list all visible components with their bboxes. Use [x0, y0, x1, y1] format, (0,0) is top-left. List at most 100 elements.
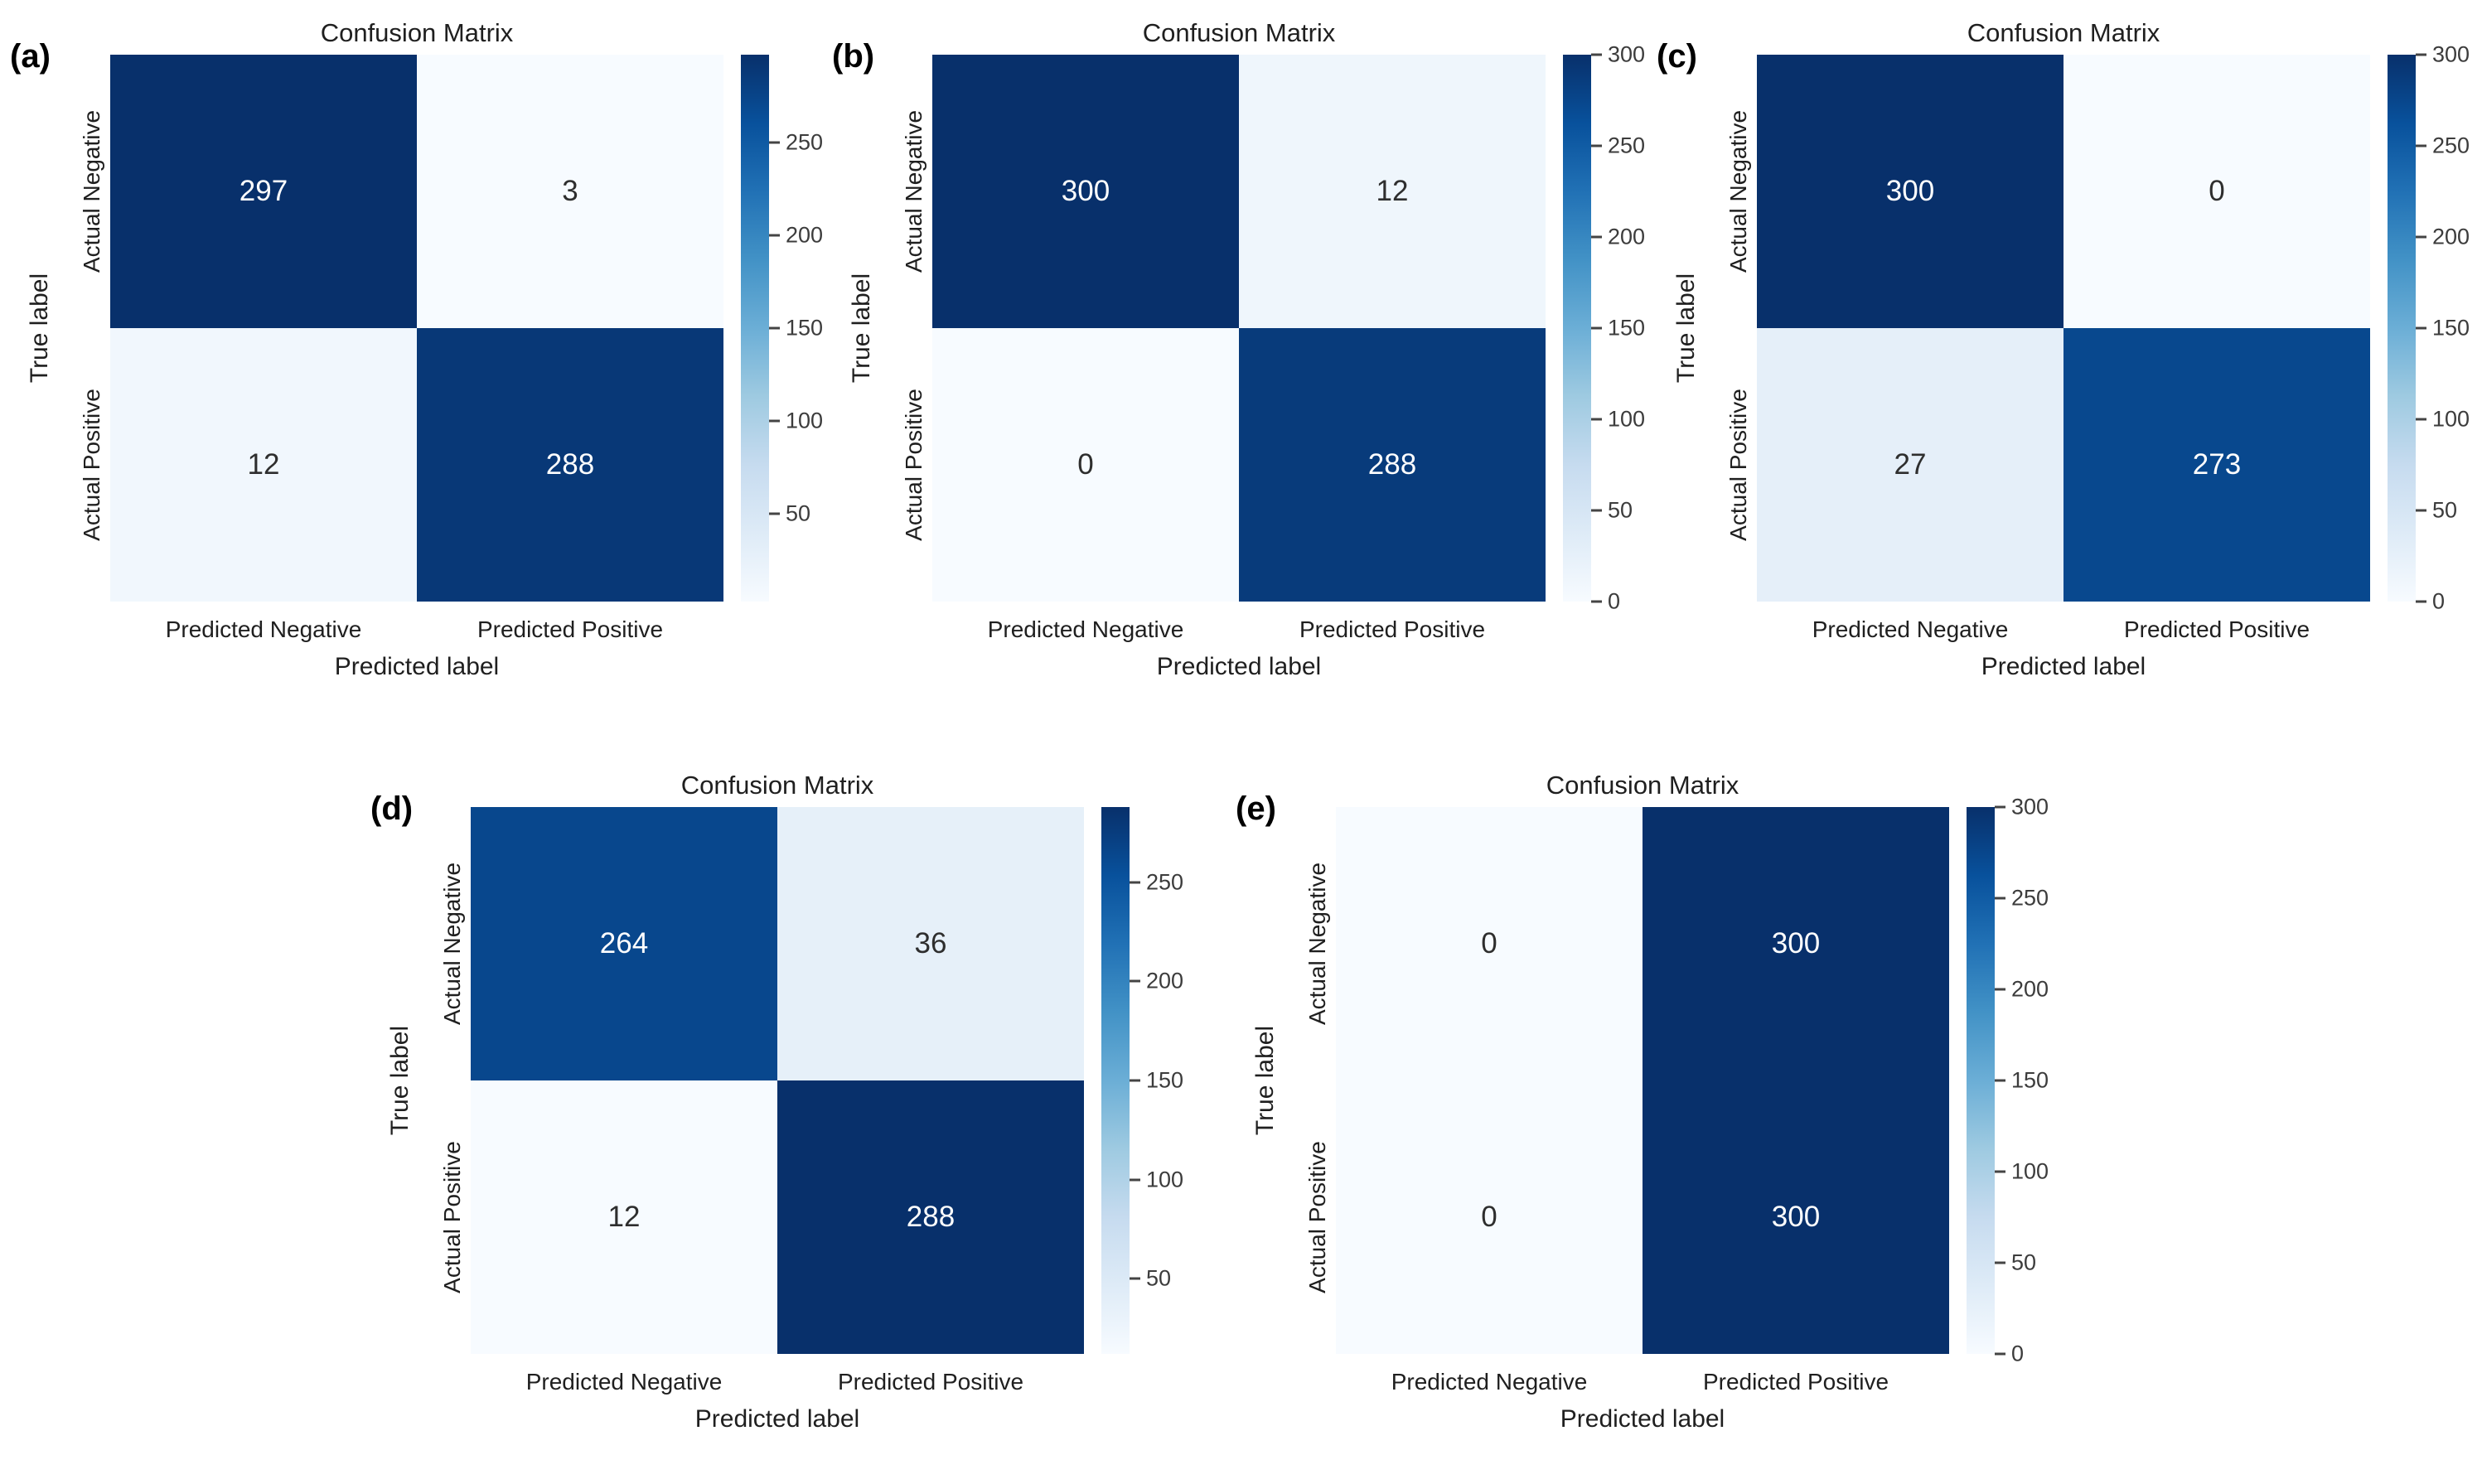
colorbar-gradient [1101, 807, 1130, 1354]
y-tick-label-actual-negative: Actual Negative [79, 109, 104, 273]
colorbar-tick: 100 [1591, 407, 1645, 433]
heatmap-cell: 0 [2063, 55, 2370, 328]
colorbar-tick-label: 300 [1608, 41, 1646, 67]
colorbar-tick: 50 [1995, 1250, 2036, 1276]
colorbar-tick-label: 250 [786, 129, 824, 154]
colorbar-tick-label: 200 [1608, 224, 1646, 249]
colorbar-tick-label: 0 [1608, 588, 1621, 614]
heatmap-cell: 12 [110, 328, 417, 602]
colorbar-tick: 250 [1995, 886, 2049, 911]
colorbar-tick: 50 [769, 501, 810, 527]
y-tick-label-actual-positive: Actual Positive [439, 1141, 465, 1293]
colorbar-tick-label: 150 [2011, 1067, 2049, 1093]
colorbar-tick: 300 [1995, 795, 2049, 820]
confusion-matrix-panel-b: (b) Confusion Matrix True label Actual N… [829, 8, 1657, 721]
colorbar-tick: 50 [1591, 498, 1633, 524]
colorbar-tick: 200 [1591, 225, 1645, 250]
colorbar-tick-label: 200 [2432, 224, 2470, 249]
x-tick-label-predicted-negative: Predicted Negative [1812, 616, 2009, 642]
heatmap-cell: 0 [1336, 1080, 1643, 1354]
colorbar-tick-mark [2416, 418, 2426, 421]
colorbar-tick-mark [769, 512, 780, 515]
x-tick-label-predicted-positive: Predicted Positive [1299, 616, 1486, 642]
colorbar-tick-label: 0 [2432, 588, 2446, 614]
colorbar-gradient [2388, 55, 2416, 602]
heatmap-cell: 300 [1643, 1080, 1949, 1354]
colorbar-tick-mark [1591, 235, 1602, 239]
colorbar-tick-label: 250 [2432, 133, 2470, 158]
y-axis-label: True label [26, 273, 53, 384]
y-axis-label: True label [848, 273, 875, 384]
colorbar-tick-label: 250 [2011, 885, 2049, 911]
colorbar-tick-mark [1995, 1079, 2005, 1082]
colorbar-tick-mark [1591, 144, 1602, 147]
colorbar-tick-mark [1995, 988, 2005, 991]
colorbar-tick-mark [2416, 509, 2426, 512]
panel-letter: (d) [370, 790, 414, 827]
x-tick-label-predicted-positive: Predicted Positive [2123, 616, 2310, 642]
colorbar-tick-mark [1130, 1178, 1140, 1182]
heatmap: 0 300 0 300 [1336, 807, 1949, 1354]
colorbar-tick-label: 200 [786, 222, 824, 248]
colorbar-tick: 150 [1995, 1068, 2049, 1094]
heatmap: 297 3 12 288 [110, 55, 723, 602]
colorbar-tick: 100 [2416, 407, 2470, 433]
panel-letter: (a) [10, 38, 51, 75]
heatmap-cell: 300 [1757, 55, 2063, 328]
y-tick-label-actual-positive: Actual Positive [1304, 1141, 1330, 1293]
colorbar-tick-label: 50 [1146, 1265, 1172, 1291]
confusion-matrix-panel-d: (d) Confusion Matrix True label Actual N… [367, 761, 1196, 1473]
y-axis-label: True label [1672, 273, 1700, 384]
x-axis-label: Predicted label [1156, 653, 1322, 680]
y-tick-label-actual-negative: Actual Negative [1304, 862, 1330, 1026]
colorbar-tick-mark [1591, 53, 1602, 56]
colorbar-tick-label: 100 [2011, 1158, 2049, 1184]
colorbar-tick-mark [769, 234, 780, 237]
heatmap-cell: 288 [1239, 328, 1546, 602]
heatmap-cell: 27 [1757, 328, 2063, 602]
heatmap-cell: 3 [417, 55, 723, 328]
heatmap: 264 36 12 288 [471, 807, 1084, 1354]
colorbar-tick-mark [1591, 509, 1602, 512]
y-tick-label-actual-negative: Actual Negative [901, 109, 927, 273]
colorbar-tick-label: 150 [2432, 315, 2470, 341]
x-axis-label: Predicted label [1560, 1405, 1725, 1433]
colorbar-tick: 0 [1591, 589, 1620, 615]
colorbar-tick-mark [2416, 144, 2426, 147]
heatmap-cell: 288 [777, 1080, 1084, 1354]
colorbar: 300 250 200 150 100 50 0 [1563, 42, 1645, 614]
colorbar-tick: 250 [769, 129, 823, 155]
colorbar-tick: 150 [2416, 316, 2470, 341]
colorbar-tick-label: 0 [2011, 1341, 2025, 1366]
colorbar-tick: 0 [2416, 589, 2445, 615]
colorbar-tick-label: 150 [1608, 315, 1646, 341]
colorbar-tick: 100 [769, 408, 823, 434]
x-tick-label-predicted-negative: Predicted Negative [987, 616, 1184, 642]
colorbar-tick-mark [1130, 1277, 1140, 1280]
heatmap-cell: 0 [1336, 807, 1643, 1080]
colorbar-tick-mark [1995, 897, 2005, 900]
colorbar-tick-label: 100 [1146, 1167, 1184, 1192]
heatmap: 300 12 0 288 [932, 55, 1546, 602]
x-tick-label-predicted-negative: Predicted Negative [165, 616, 362, 642]
heatmap-cell: 300 [1643, 807, 1949, 1080]
chart-title: Confusion Matrix [320, 18, 514, 47]
colorbar-tick-label: 150 [786, 315, 824, 341]
heatmap: 300 0 27 273 [1757, 55, 2370, 602]
colorbar-tick: 150 [1591, 316, 1645, 341]
x-axis-label: Predicted label [334, 653, 500, 680]
x-tick-label-predicted-positive: Predicted Positive [1702, 1369, 1889, 1395]
heatmap-cell: 12 [1239, 55, 1546, 328]
colorbar-tick: 200 [769, 222, 823, 248]
colorbar-tick: 50 [1130, 1266, 1171, 1292]
colorbar-tick-mark [769, 419, 780, 423]
colorbar-tick-label: 50 [2011, 1250, 2037, 1275]
colorbar-tick: 200 [2416, 225, 2470, 250]
colorbar-tick-mark [1995, 805, 2005, 809]
colorbar-tick: 0 [1995, 1341, 2024, 1367]
colorbar-tick: 250 [1591, 133, 1645, 159]
colorbar-tick-label: 50 [786, 500, 811, 526]
heatmap-cell: 264 [471, 807, 777, 1080]
chart-title: Confusion Matrix [1546, 771, 1739, 800]
colorbar-tick-mark [1130, 1079, 1140, 1082]
